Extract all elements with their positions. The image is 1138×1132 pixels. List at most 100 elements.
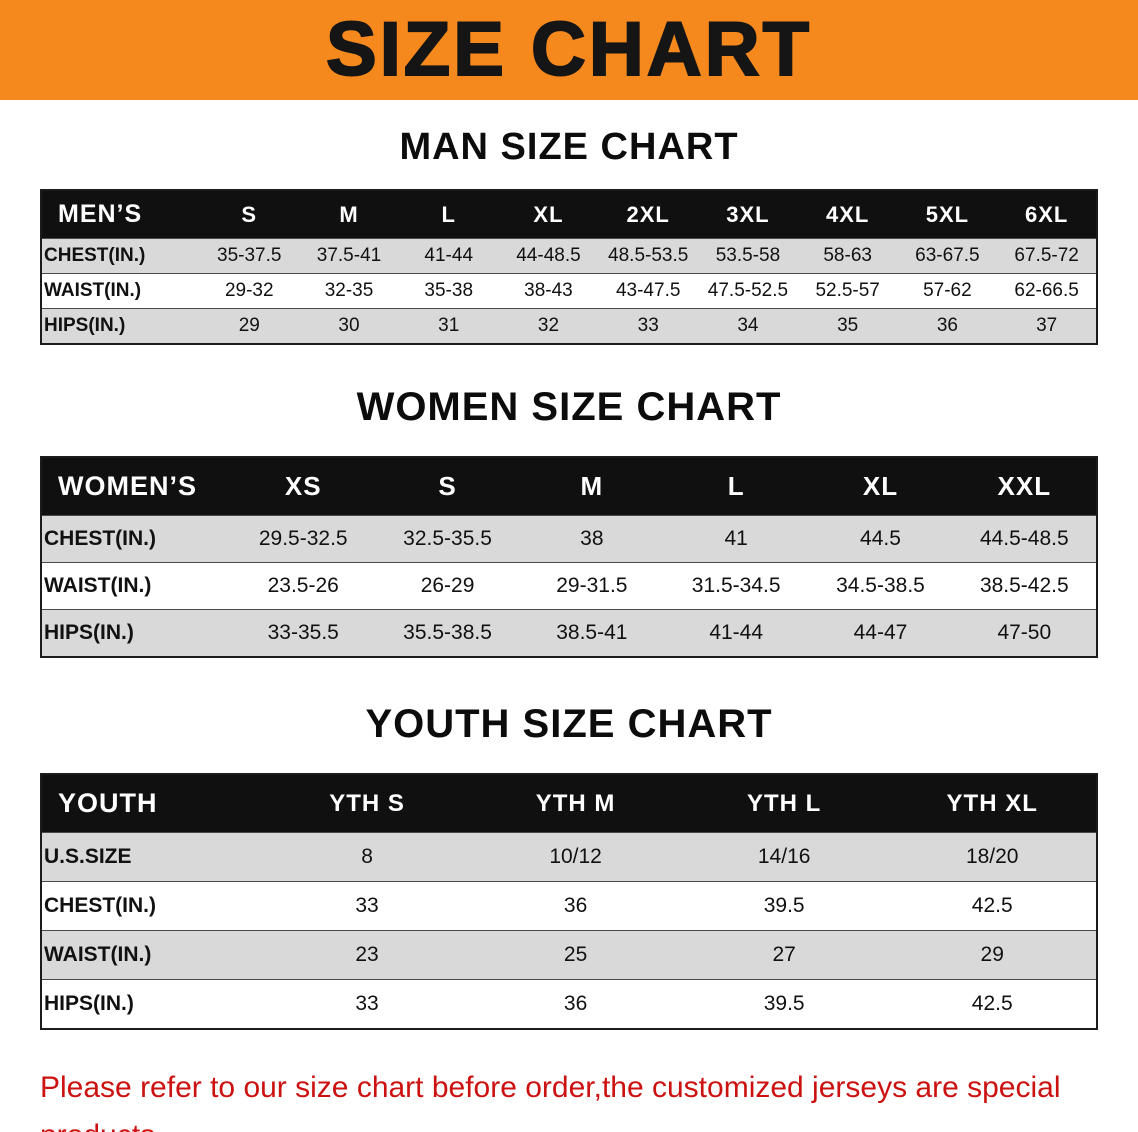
size-value: 38.5-41 <box>519 609 665 657</box>
size-value: 32-35 <box>299 273 399 309</box>
size-value: 30 <box>299 308 399 344</box>
size-column-header: L <box>398 190 499 239</box>
size-value: 53.5-58 <box>698 238 798 274</box>
size-value: 18/20 <box>888 832 1097 882</box>
size-column-header: 3XL <box>698 190 798 239</box>
table-corner-label: YOUTH <box>41 774 263 833</box>
size-value: 39.5 <box>679 979 889 1029</box>
youth-size-table: YOUTH YTH S YTH M YTH L YTH XL U.S.SIZE 8 10/12… <box>40 773 1098 1030</box>
size-column-header: XL <box>808 457 953 516</box>
disclaimer-line-1: Please refer to our size chart before or… <box>40 1071 1061 1132</box>
size-row: HIPS(IN.) 33-35.5 35.5-38.5 38.5-41 41-44 44-… <box>41 609 1097 657</box>
size-value: 29-32 <box>199 273 300 309</box>
youth-section-heading: YOUTH SIZE CHART <box>365 702 773 746</box>
size-value: 44.5-48.5 <box>952 515 1097 563</box>
size-column-header: 4XL <box>797 190 898 239</box>
size-value: 34.5-38.5 <box>808 562 953 610</box>
size-value: 44.5 <box>808 515 953 563</box>
size-value: 58-63 <box>797 238 898 274</box>
size-row: CHEST(IN.) 29.5-32.5 32.5-35.5 38 41 44.5 44.5… <box>41 515 1097 563</box>
size-value: 39.5 <box>679 881 889 931</box>
size-value: 57-62 <box>897 273 998 309</box>
size-value: 23 <box>262 930 472 980</box>
row-label: HIPS(IN.) <box>41 609 232 657</box>
size-value: 35-38 <box>398 273 499 309</box>
size-header-row: MEN’S S M L XL 2XL 3XL 4XL 5XL 6XL <box>41 190 1097 239</box>
size-value: 43-47.5 <box>598 273 699 309</box>
size-value: 25 <box>471 930 680 980</box>
row-label: CHEST(IN.) <box>41 238 200 274</box>
men-size-table: MEN’S S M L XL 2XL 3XL 4XL 5XL 6XL CHEST(IN.) 35-37… <box>40 189 1098 345</box>
size-value: 8 <box>262 832 472 882</box>
row-label: U.S.SIZE <box>41 832 263 882</box>
men-size-section: MAN SIZE CHART MEN’S S M L XL 2XL 3XL 4XL 5XL 6XL… <box>0 126 1138 345</box>
size-row: WAIST(IN.) 29-32 32-35 35-38 38-43 43-47.5 47.… <box>41 273 1097 309</box>
size-column-header: XS <box>231 457 376 516</box>
size-row: WAIST(IN.) 23 25 27 29 <box>41 930 1097 980</box>
banner: SIZE CHART <box>0 0 1138 100</box>
size-row: WAIST(IN.) 23.5-26 26-29 29-31.5 31.5-34.5 34… <box>41 562 1097 610</box>
row-label: HIPS(IN.) <box>41 308 200 344</box>
size-value: 42.5 <box>888 979 1097 1029</box>
size-value: 34 <box>698 308 798 344</box>
women-size-section: WOMEN SIZE CHART WOMEN’S XS S M L XL XXL CHEST(… <box>0 385 1138 658</box>
size-value: 35 <box>797 308 898 344</box>
size-value: 37 <box>997 308 1097 344</box>
size-column-header: M <box>519 457 665 516</box>
size-value: 41 <box>664 515 809 563</box>
women-section-heading: WOMEN SIZE CHART <box>356 385 782 429</box>
row-label: HIPS(IN.) <box>41 979 263 1029</box>
size-value: 33 <box>262 881 472 931</box>
size-value: 44-48.5 <box>498 238 599 274</box>
size-value: 37.5-41 <box>299 238 399 274</box>
size-value: 33 <box>598 308 699 344</box>
size-column-header: YTH XL <box>888 774 1097 833</box>
size-row: HIPS(IN.) 33 36 39.5 42.5 <box>41 979 1097 1029</box>
row-label: WAIST(IN.) <box>41 273 200 309</box>
disclaimer: Please refer to our size chart before or… <box>0 1064 1138 1132</box>
size-value: 52.5-57 <box>797 273 898 309</box>
size-value: 36 <box>897 308 998 344</box>
men-section-heading: MAN SIZE CHART <box>399 126 739 168</box>
size-value: 31 <box>398 308 499 344</box>
size-column-header: 6XL <box>997 190 1097 239</box>
size-value: 38.5-42.5 <box>952 562 1097 610</box>
size-value: 36 <box>471 881 680 931</box>
size-value: 67.5-72 <box>997 238 1097 274</box>
size-value: 29 <box>888 930 1097 980</box>
page-title: SIZE CHART <box>325 7 812 92</box>
size-value: 14/16 <box>679 832 889 882</box>
size-column-header: XL <box>498 190 599 239</box>
size-value: 41-44 <box>664 609 809 657</box>
size-value: 38 <box>519 515 665 563</box>
size-column-header: L <box>664 457 809 516</box>
size-header-row: WOMEN’S XS S M L XL XXL <box>41 457 1097 516</box>
size-column-header: M <box>299 190 399 239</box>
size-column-header: S <box>199 190 300 239</box>
size-column-header: XXL <box>952 457 1097 516</box>
size-value: 63-67.5 <box>897 238 998 274</box>
size-column-header: 2XL <box>598 190 699 239</box>
size-row: U.S.SIZE 8 10/12 14/16 18/20 <box>41 832 1097 882</box>
size-value: 26-29 <box>375 562 520 610</box>
size-value: 35-37.5 <box>199 238 300 274</box>
youth-size-section: YOUTH SIZE CHART YOUTH YTH S YTH M YTH L YTH… <box>0 702 1138 1030</box>
size-value: 32 <box>498 308 599 344</box>
size-column-header: YTH M <box>471 774 680 833</box>
size-value: 31.5-34.5 <box>664 562 809 610</box>
size-value: 23.5-26 <box>231 562 376 610</box>
table-corner-label: MEN’S <box>41 190 200 239</box>
women-size-table: WOMEN’S XS S M L XL XXL CHEST(IN.) 29.5-32.5 32.5… <box>40 456 1098 658</box>
table-corner-label: WOMEN’S <box>41 457 232 516</box>
size-value: 35.5-38.5 <box>375 609 520 657</box>
size-row: HIPS(IN.) 29 30 31 32 33 34 35 36 37 <box>41 308 1097 344</box>
size-column-header: YTH S <box>262 774 472 833</box>
size-value: 10/12 <box>471 832 680 882</box>
size-value: 36 <box>471 979 680 1029</box>
size-column-header: YTH L <box>679 774 889 833</box>
size-row: CHEST(IN.) 35-37.5 37.5-41 41-44 44-48.5 48.5… <box>41 238 1097 274</box>
size-value: 42.5 <box>888 881 1097 931</box>
size-value: 32.5-35.5 <box>375 515 520 563</box>
size-value: 33 <box>262 979 472 1029</box>
